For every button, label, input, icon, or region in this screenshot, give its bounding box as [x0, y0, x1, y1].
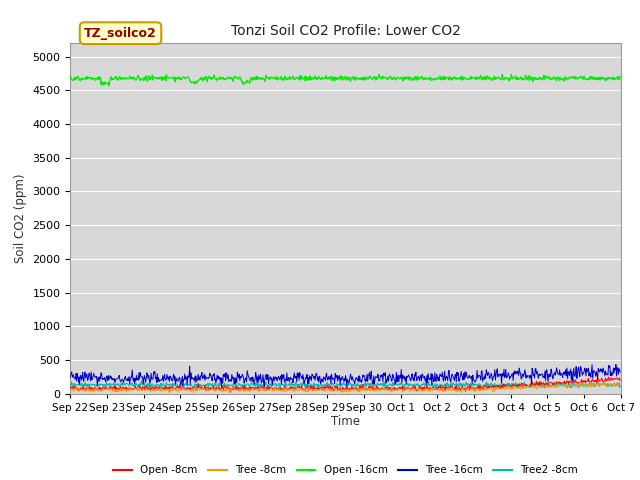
Text: TZ_soilco2: TZ_soilco2: [84, 27, 157, 40]
Legend: Open -8cm, Tree -8cm, Open -16cm, Tree -16cm, Tree2 -8cm: Open -8cm, Tree -8cm, Open -16cm, Tree -…: [109, 461, 582, 480]
Y-axis label: Soil CO2 (ppm): Soil CO2 (ppm): [14, 174, 27, 263]
Title: Tonzi Soil CO2 Profile: Lower CO2: Tonzi Soil CO2 Profile: Lower CO2: [230, 24, 461, 38]
X-axis label: Time: Time: [331, 415, 360, 429]
